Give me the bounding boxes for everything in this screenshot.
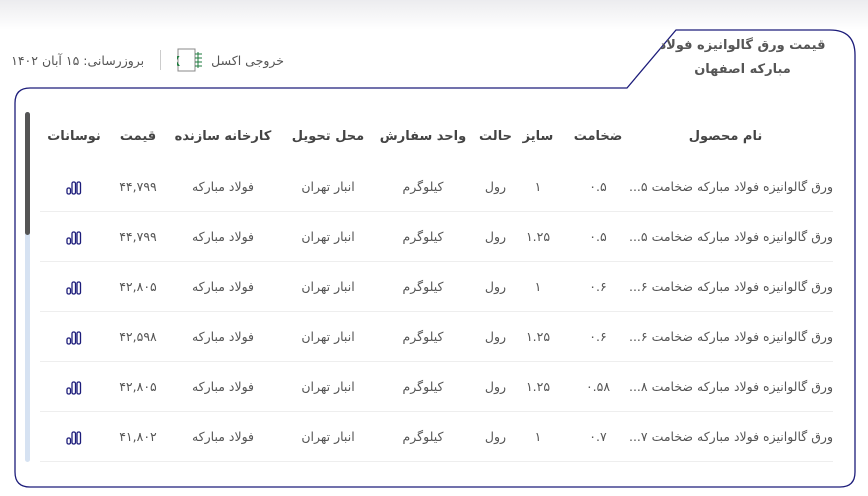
product-name-cell: ورق گالوانیزه فولاد مبارکه ضخامت ۷... [628,429,833,444]
scrollbar[interactable] [25,112,30,462]
order-unit-cell: کیلوگرم [402,429,444,444]
bar-chart-icon[interactable] [66,280,82,295]
size-cell: ۱ [534,429,542,444]
order-unit-cell: کیلوگرم [402,179,444,194]
fluctuations-cell [40,162,108,212]
manufacturer-cell: فولاد مبارکه [191,279,255,294]
order-unit-cell: کیلوگرم [402,279,444,294]
toolbar: خروجی اکسل X بروزرسانی: ۱۵ آبان ۱۴۰۲ [11,48,284,72]
state-cell: رول [484,429,507,444]
manufacturer-cell: فولاد مبارکه [191,379,255,394]
state-cell: رول [484,179,507,194]
delivery-location-cell: انبار تهران [301,229,355,244]
table-row[interactable]: ورق گالوانیزه فولاد مبارکه ضخامت ۶... ۰.۶… [40,312,833,362]
size-cell: ۱ [534,279,542,294]
page-title: قیمت ورق گالوانیزه فولاد مبارکه اصفهان [659,38,826,77]
thickness-cell: ۰.۶ [589,329,607,344]
delivery-location-cell: انبار تهران [301,179,355,194]
price-cell: ۴۲,۸۰۵ [119,279,157,294]
table-row[interactable]: ورق گالوانیزه فولاد مبارکه ضخامت ۶... ۰.۶… [40,262,833,312]
header-delivery-location: محل تحویل [291,129,365,144]
fluctuations-cell [40,362,108,412]
price-table: نام محصول ضخامت سایز حالت واحد سفارش محل تحوی… [40,112,833,462]
product-name-cell: ورق گالوانیزه فولاد مبارکه ضخامت ۸... [628,379,833,394]
state-cell: رول [484,329,507,344]
thickness-cell: ۰.۵ [589,229,607,244]
header-manufacturer: کارخانه سازنده [174,129,272,144]
header-product-name: نام محصول [688,129,763,144]
manufacturer-cell: فولاد مبارکه [191,229,255,244]
product-name-cell: ورق گالوانیزه فولاد مبارکه ضخامت ۵... [628,179,833,194]
delivery-location-cell: انبار تهران [301,379,355,394]
price-cell: ۴۲,۸۰۵ [119,379,157,394]
size-cell: ۱.۲۵ [525,229,551,244]
header-state: حالت [479,129,512,144]
fluctuations-cell [40,312,108,362]
product-name-cell: ورق گالوانیزه فولاد مبارکه ضخامت ۶... [628,329,833,344]
table-row[interactable]: ورق گالوانیزه فولاد مبارکه ضخامت ۸... ۰.۵… [40,362,833,412]
thickness-cell: ۰.۵۸ [585,379,611,394]
table-header: نام محصول ضخامت سایز حالت واحد سفارش محل تحوی… [40,112,833,162]
order-unit-cell: کیلوگرم [402,379,444,394]
table-row[interactable]: ورق گالوانیزه فولاد مبارکه ضخامت ۷... ۰.۷… [40,412,833,462]
scrollbar-thumb[interactable] [25,112,30,235]
delivery-location-cell: انبار تهران [301,279,355,294]
excel-icon: X [177,48,203,72]
table-row[interactable]: ورق گالوانیزه فولاد مبارکه ضخامت ۵... ۰.۵… [40,162,833,212]
header-size: سایز [522,129,554,144]
bar-chart-icon[interactable] [66,230,82,245]
table-row[interactable]: ورق گالوانیزه فولاد مبارکه ضخامت ۵... ۰.۵… [40,212,833,262]
divider [160,50,162,70]
state-cell: رول [484,279,507,294]
fluctuations-cell [40,212,108,262]
excel-export-button[interactable]: خروجی اکسل X [177,48,284,72]
bar-chart-icon[interactable] [66,180,82,195]
top-shadow [0,0,868,30]
price-cell: ۴۴,۷۹۹ [119,229,157,244]
size-cell: ۱.۲۵ [525,379,551,394]
delivery-location-cell: انبار تهران [301,429,355,444]
manufacturer-cell: فولاد مبارکه [191,179,255,194]
order-unit-cell: کیلوگرم [402,229,444,244]
header-order-unit: واحد سفارش [379,129,467,144]
price-cell: ۴۲,۵۹۸ [119,329,157,344]
order-unit-cell: کیلوگرم [402,329,444,344]
size-cell: ۱.۲۵ [525,329,551,344]
state-cell: رول [484,379,507,394]
thickness-cell: ۰.۷ [589,429,607,444]
excel-export-label: خروجی اکسل [211,52,284,68]
bar-chart-icon[interactable] [66,430,82,445]
header-fluctuations: نوسانات [47,129,101,144]
thickness-cell: ۰.۶ [589,279,607,294]
thickness-cell: ۰.۵ [589,179,607,194]
svg-text:X: X [177,53,180,70]
manufacturer-cell: فولاد مبارکه [191,429,255,444]
product-name-cell: ورق گالوانیزه فولاد مبارکه ضخامت ۵... [628,229,833,244]
delivery-location-cell: انبار تهران [301,329,355,344]
manufacturer-cell: فولاد مبارکه [191,329,255,344]
state-cell: رول [484,229,507,244]
fluctuations-cell [40,412,108,462]
header-price: قیمت [119,129,157,144]
price-cell: ۴۱,۸۰۲ [119,429,157,444]
bar-chart-icon[interactable] [66,330,82,345]
bar-chart-icon[interactable] [66,380,82,395]
last-updated: بروزرسانی: ۱۵ آبان ۱۴۰۲ [11,52,145,68]
size-cell: ۱ [534,179,542,194]
fluctuations-cell [40,262,108,312]
header-thickness: ضخامت [573,129,623,144]
price-cell: ۴۴,۷۹۹ [119,179,157,194]
product-name-cell: ورق گالوانیزه فولاد مبارکه ضخامت ۶... [628,279,833,294]
